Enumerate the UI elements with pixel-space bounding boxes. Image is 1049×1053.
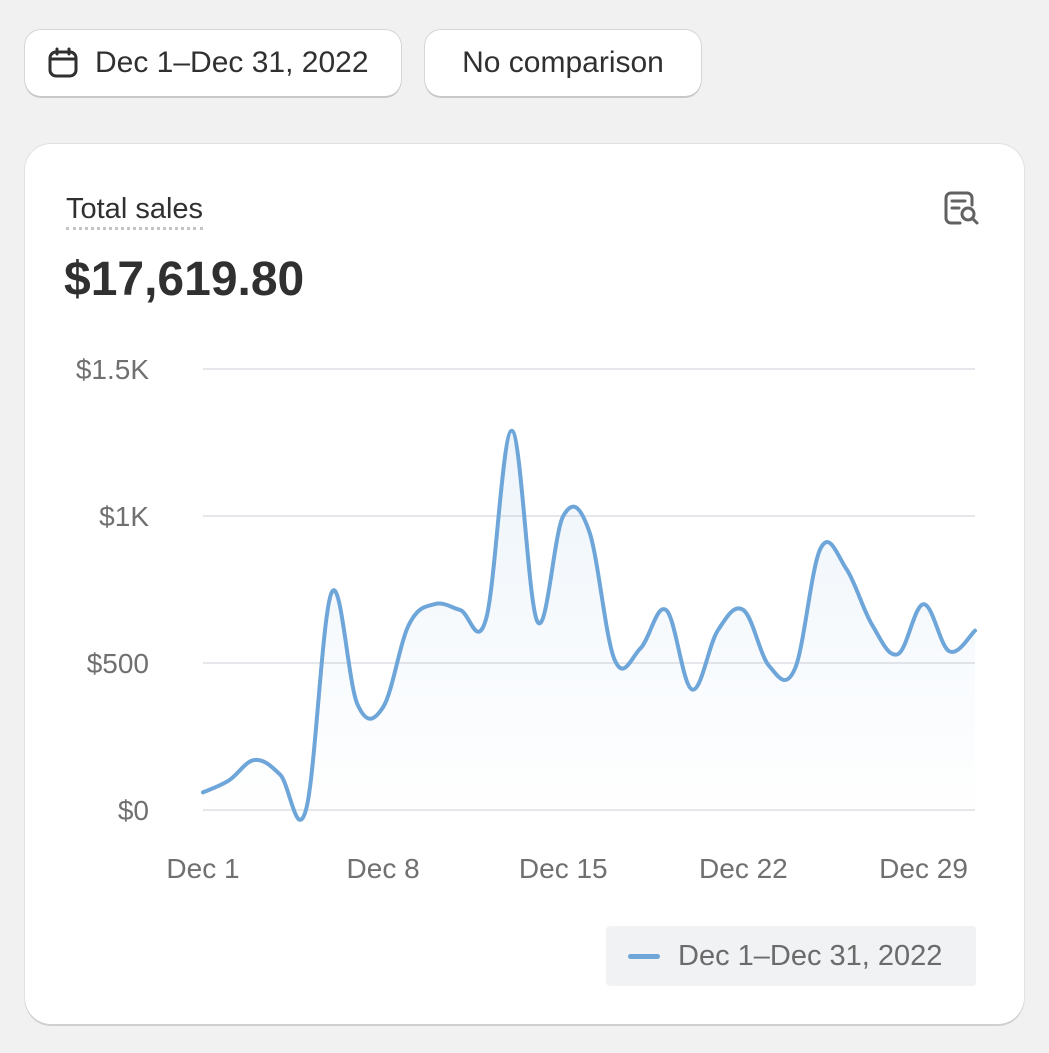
total-sales-card: Total sales $17,619.80 $0 $500 $1K $1.5K Dec… xyxy=(25,144,1024,1024)
legend-label: Dec 1–Dec 31, 2022 xyxy=(678,939,943,972)
x-tick-label: Dec 1 xyxy=(166,853,239,884)
metric-title[interactable]: Total sales xyxy=(66,192,204,230)
chart-legend[interactable]: Dec 1–Dec 31, 2022 xyxy=(606,926,976,986)
series-area xyxy=(203,430,975,820)
date-range-label: Dec 1–Dec 31, 2022 xyxy=(95,46,369,79)
y-tick-label: $1K xyxy=(99,501,149,532)
comparison-button[interactable]: No comparison xyxy=(425,30,701,96)
series-line xyxy=(201,428,977,822)
legend-swatch xyxy=(628,953,660,959)
x-tick-label: Dec 22 xyxy=(699,853,788,884)
y-tick-label: $1.5K xyxy=(76,354,149,385)
x-tick-label: Dec 29 xyxy=(879,853,968,884)
calendar-icon xyxy=(47,47,79,79)
y-tick-label: $0 xyxy=(118,795,149,826)
sales-line-chart: $0 $500 $1K $1.5K Dec 1 Dec 8 Dec 15 Dec 22 Dec … xyxy=(76,354,977,884)
comparison-label: No comparison xyxy=(462,46,664,79)
explore-report-icon[interactable] xyxy=(943,190,981,228)
x-tick-label: Dec 8 xyxy=(347,853,420,884)
x-tick-label: Dec 15 xyxy=(519,853,608,884)
date-range-button[interactable]: Dec 1–Dec 31, 2022 xyxy=(25,30,401,96)
y-tick-label: $500 xyxy=(87,648,149,679)
metric-value: $17,619.80 xyxy=(64,253,305,306)
